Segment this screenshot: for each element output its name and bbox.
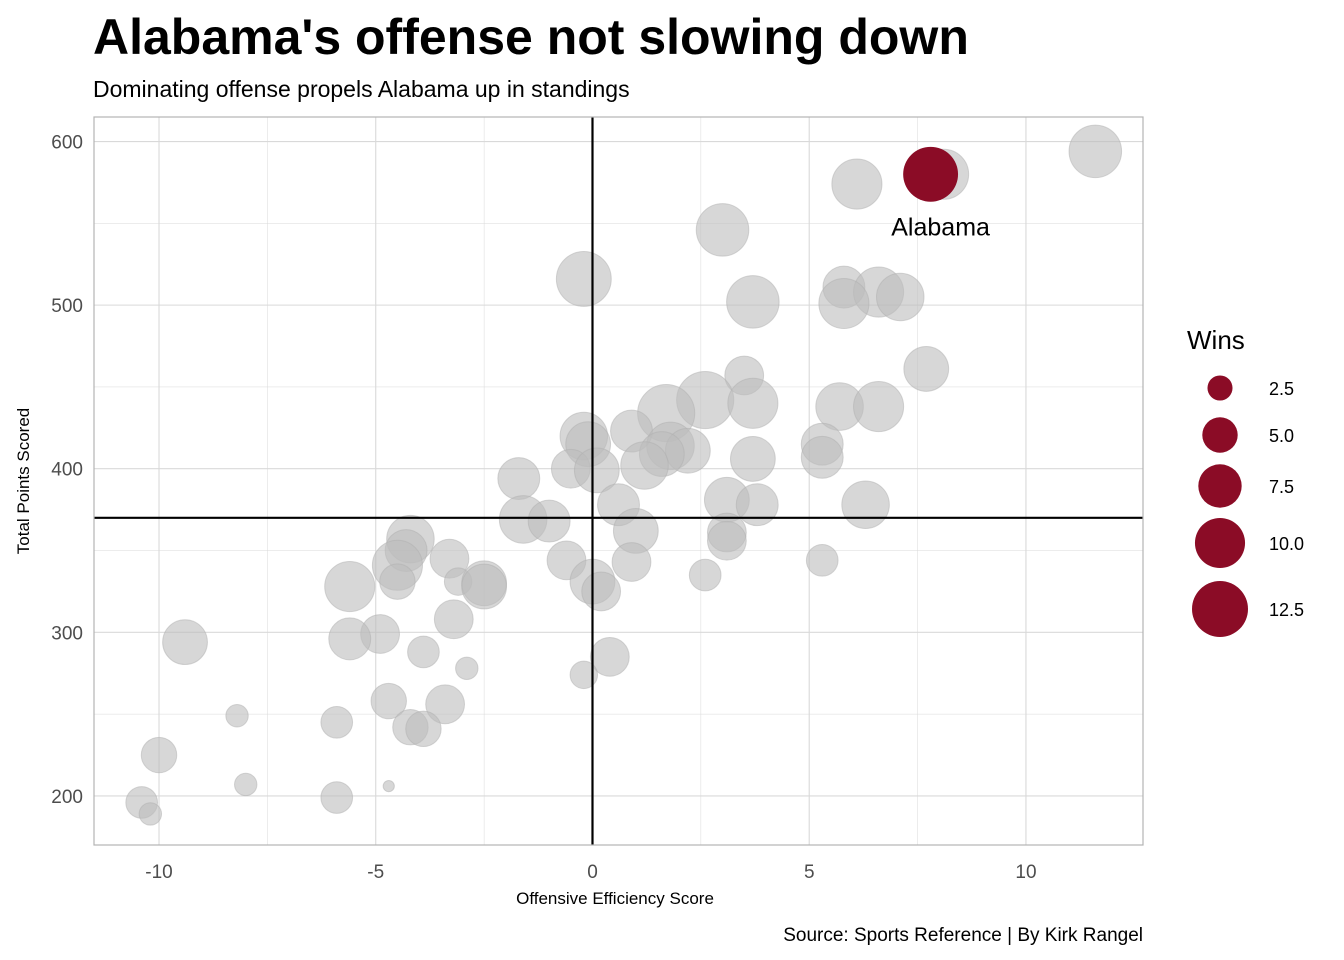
x-tick-label: -5 (367, 862, 384, 883)
data-point (140, 736, 178, 774)
data-point (735, 483, 779, 527)
legend-key-label: 5.0 (1269, 426, 1294, 446)
y-axis-title: Total Points Scored (14, 408, 33, 554)
data-point (405, 710, 442, 748)
data-point (1068, 124, 1123, 179)
data-point (706, 520, 747, 561)
data-point (831, 158, 883, 210)
y-tick-label: 600 (51, 133, 83, 154)
legend-key-circle (1198, 464, 1242, 508)
data-point (695, 203, 750, 257)
highlight-point-alabama (903, 146, 959, 202)
data-point (138, 802, 163, 826)
y-tick-label: 300 (51, 623, 83, 644)
data-point (726, 275, 780, 329)
data-point (569, 660, 599, 690)
legend-key-label: 10.0 (1269, 534, 1304, 554)
data-point (841, 480, 890, 529)
reference-lines (94, 117, 1143, 845)
data-point (818, 277, 870, 330)
data-point (497, 457, 541, 500)
data-point (324, 560, 376, 613)
x-tick-label: 0 (587, 862, 598, 883)
data-point (234, 772, 258, 797)
data-point (581, 571, 622, 612)
data-point (162, 619, 208, 666)
data-point (407, 635, 440, 669)
panel-border (93, 116, 1144, 846)
data-point (611, 542, 652, 582)
data-point (433, 599, 474, 640)
chart-caption: Source: Sports Reference | By Kirk Range… (783, 925, 1143, 946)
chart-subtitle: Dominating offense propels Alabama up in… (93, 76, 630, 102)
data-point (328, 617, 372, 661)
data-point (853, 381, 905, 433)
size-legend: Wins 2.5 5.0 7.5 10.0 12.5 (1187, 325, 1304, 637)
data-points: Alabama (125, 124, 1123, 826)
legend-key-label: 2.5 (1269, 379, 1294, 399)
y-axis-ticks: 200 300 400 500 600 (51, 133, 83, 808)
legend-key-circle (1192, 581, 1248, 637)
panel-background (94, 117, 1143, 845)
data-point (461, 563, 508, 610)
legend-key-circle (1207, 375, 1233, 401)
data-point (573, 447, 620, 494)
data-point (805, 544, 839, 577)
x-axis-title: Offensive Efficiency Score (516, 889, 714, 908)
highlight-label-alabama: Alabama (891, 213, 990, 241)
x-tick-label: 5 (804, 862, 815, 883)
data-point (455, 656, 479, 681)
data-point (382, 780, 395, 793)
y-tick-label: 500 (51, 296, 83, 317)
legend-key-label: 7.5 (1269, 477, 1294, 497)
data-point (589, 636, 630, 677)
data-point (688, 558, 722, 592)
x-tick-label: 10 (1015, 862, 1036, 883)
data-point (875, 272, 925, 322)
data-point (800, 435, 844, 479)
data-point (225, 704, 249, 728)
x-axis-ticks: -10 -5 0 5 10 (145, 862, 1036, 883)
data-point (727, 377, 779, 429)
legend-title: Wins (1187, 325, 1245, 355)
data-point (370, 682, 407, 720)
data-point (379, 563, 416, 600)
data-point (620, 441, 669, 490)
chart-title: Alabama's offense not slowing down (93, 9, 969, 65)
data-point (320, 781, 354, 814)
x-tick-label: -10 (145, 862, 172, 883)
plot-panel: Alabama (93, 116, 1144, 846)
y-tick-label: 400 (51, 460, 83, 481)
data-point (903, 346, 950, 392)
data-point (320, 705, 354, 739)
data-point (555, 251, 612, 307)
legend-key-circle (1202, 417, 1238, 453)
data-point (729, 436, 776, 482)
legend-items: 2.5 5.0 7.5 10.0 12.5 (1192, 375, 1304, 637)
legend-key-circle (1194, 517, 1246, 569)
data-point (527, 499, 571, 543)
y-tick-label: 200 (51, 787, 83, 808)
data-point (425, 684, 466, 725)
legend-key-label: 12.5 (1269, 600, 1304, 620)
